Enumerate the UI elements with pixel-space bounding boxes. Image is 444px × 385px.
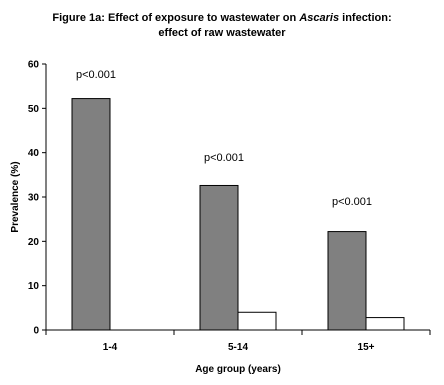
y-axis-ticks: 0 10 20 30 40 50 60 [28,60,46,337]
y-tick-label: 0 [33,326,39,337]
y-axis-label: Prevalence (%) [10,161,21,232]
annotations: p<0.001 p<0.001 p<0.001 [76,69,372,208]
bar [327,231,367,331]
x-tick-label: 1-4 [103,342,118,353]
x-tick-label: 5-14 [228,342,248,353]
chart-title: Figure 1a: Effect of exposure to wastewa… [0,11,444,41]
x-axis-label: Age group (years) [195,364,281,375]
p-value-annotation: p<0.001 [204,152,244,164]
p-value-annotation: p<0.001 [76,69,116,81]
x-tick-label: 15+ [358,342,375,353]
chart-title-prefix: Figure 1a: Effect of exposure to wastewa… [52,12,300,24]
p-value-annotation: p<0.001 [332,196,372,208]
bar [365,317,405,331]
chart-title-suffix: infection: [339,12,392,24]
y-tick-label: 40 [28,148,40,159]
bar [71,98,111,331]
y-tick-label: 30 [28,193,40,204]
chart-title-italic: Ascaris [299,12,340,24]
x-axis-ticks: 1-4 5-14 15+ [45,330,431,353]
bars [71,98,405,331]
y-tick-label: 20 [28,237,40,248]
chart-title-line2: effect of raw wastewater [158,27,286,39]
bar [237,311,277,331]
y-tick-label: 10 [28,281,40,292]
bar [199,184,239,331]
y-tick-label: 60 [28,60,40,71]
y-tick-label: 50 [28,104,40,115]
